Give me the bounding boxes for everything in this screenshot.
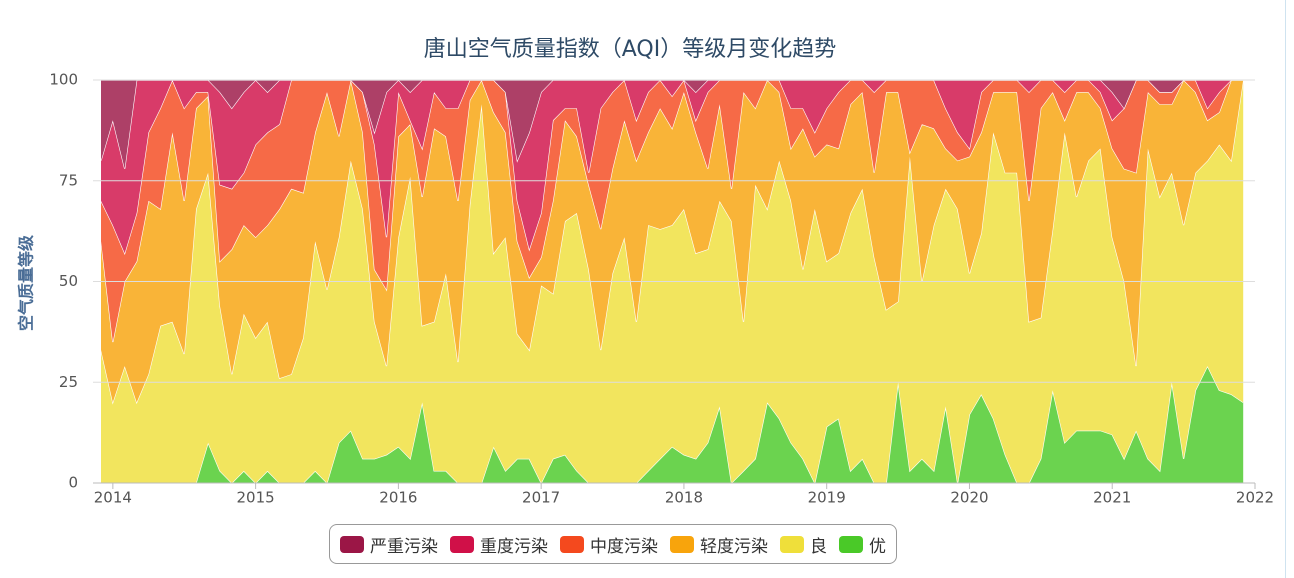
- x-tick-label: 2016: [379, 489, 417, 507]
- area: [101, 80, 1244, 254]
- legend-label: 中度污染: [590, 536, 658, 557]
- legend-item[interactable]: 良: [780, 532, 827, 557]
- y-tick-label: 0: [68, 474, 78, 492]
- legend-swatch: [670, 535, 694, 553]
- x-tick-label: 2018: [665, 489, 703, 507]
- x-tick-label: 2015: [237, 489, 275, 507]
- legend-swatch: [340, 535, 364, 553]
- x-tick-label: 2019: [808, 489, 846, 507]
- legend-item[interactable]: 轻度污染: [670, 532, 768, 557]
- x-tick-label: 2022: [1236, 489, 1274, 507]
- legend-label: 良: [810, 536, 827, 557]
- legend-swatch: [780, 535, 804, 553]
- legend-item[interactable]: 优: [839, 532, 886, 557]
- legend-item[interactable]: 严重污染: [340, 532, 438, 557]
- legend-swatch: [450, 535, 474, 553]
- legend-label: 重度污染: [480, 536, 548, 557]
- legend-swatch: [839, 535, 863, 553]
- area: [101, 80, 1244, 342]
- legend-label: 轻度污染: [700, 536, 768, 557]
- legend: 严重污染 重度污染 中度污染 轻度污染 良 优: [329, 524, 897, 564]
- legend-label: 严重污染: [370, 536, 438, 557]
- y-tick-label: 100: [49, 71, 78, 89]
- legend-swatch: [560, 535, 584, 553]
- y-axis-label: 空气质量等级: [17, 234, 36, 331]
- area: [101, 366, 1244, 483]
- legend-item[interactable]: 中度污染: [560, 532, 658, 557]
- legend-label: 优: [869, 536, 886, 557]
- x-tick-label: 2021: [1093, 489, 1131, 507]
- y-tick-label: 25: [59, 373, 78, 391]
- x-tick-label: 2017: [522, 489, 560, 507]
- area: [101, 80, 1244, 169]
- y-tick-label: 50: [59, 272, 78, 290]
- chart-title: 唐山空气质量指数（AQI）等级月变化趋势: [424, 37, 836, 62]
- legend-item[interactable]: 重度污染: [450, 532, 548, 557]
- x-tick-label: 2014: [94, 489, 132, 507]
- y-tick-label: 75: [59, 171, 78, 189]
- page-edge: [1285, 0, 1286, 578]
- x-tick-label: 2020: [950, 489, 988, 507]
